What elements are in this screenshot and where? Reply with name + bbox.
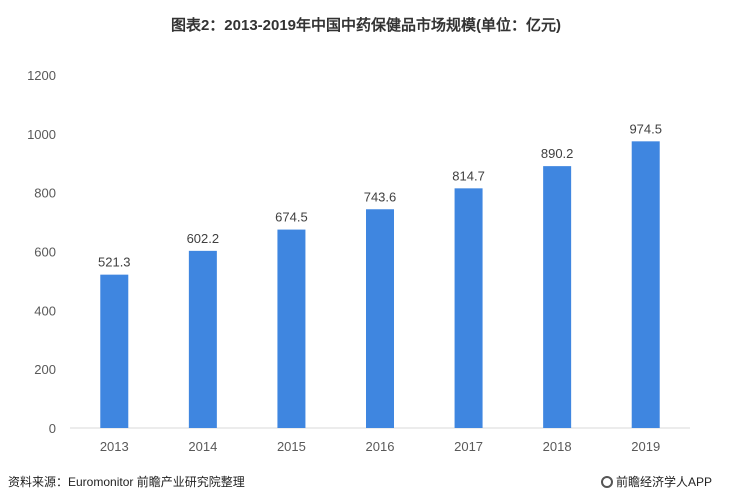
y-tick-label: 1000 bbox=[27, 127, 56, 142]
x-tick-label: 2015 bbox=[277, 439, 306, 454]
bar-value-label: 743.6 bbox=[364, 189, 397, 204]
brand-credit: 前瞻经济学人APP bbox=[600, 473, 712, 490]
x-tick-label: 2013 bbox=[100, 439, 129, 454]
bar-value-label: 814.7 bbox=[452, 168, 485, 183]
bar-value-label: 890.2 bbox=[541, 146, 574, 161]
y-tick-label: 800 bbox=[34, 186, 56, 201]
x-tick-label: 2019 bbox=[631, 439, 660, 454]
bar-chart: 0 200 400 600 800 1000 1200 521.3 2013 602.2 2014 6… bbox=[27, 68, 690, 454]
source-note: 资料来源：Euromonitor 前瞻产业研究院整理 bbox=[8, 475, 245, 489]
bar bbox=[277, 229, 306, 428]
y-tick-label: 600 bbox=[34, 245, 56, 260]
bar bbox=[188, 250, 217, 428]
bar bbox=[366, 209, 394, 428]
bar bbox=[631, 141, 660, 428]
x-tick-label: 2014 bbox=[188, 439, 217, 454]
bar-value-label: 674.5 bbox=[275, 210, 308, 225]
x-tick-label: 2017 bbox=[454, 439, 483, 454]
bar bbox=[100, 274, 129, 428]
x-tick-label: 2016 bbox=[366, 439, 395, 454]
x-tick-label: 2018 bbox=[543, 439, 572, 454]
bar-value-label: 521.3 bbox=[98, 255, 131, 270]
bar-value-label: 974.5 bbox=[629, 121, 662, 136]
chart-title: 图表2：2013-2019年中国中药保健品市场规模(单位：亿元) bbox=[170, 17, 562, 34]
y-tick-label: 1200 bbox=[27, 68, 56, 83]
y-tick-label: 0 bbox=[49, 421, 56, 436]
bar bbox=[454, 188, 483, 428]
brand-logo-icon bbox=[600, 476, 613, 488]
y-tick-label: 400 bbox=[34, 303, 56, 318]
bar bbox=[543, 166, 572, 429]
y-tick-label: 200 bbox=[34, 362, 56, 377]
bar-value-label: 602.2 bbox=[187, 231, 220, 246]
brand-label: 前瞻经济学人APP bbox=[615, 475, 712, 489]
